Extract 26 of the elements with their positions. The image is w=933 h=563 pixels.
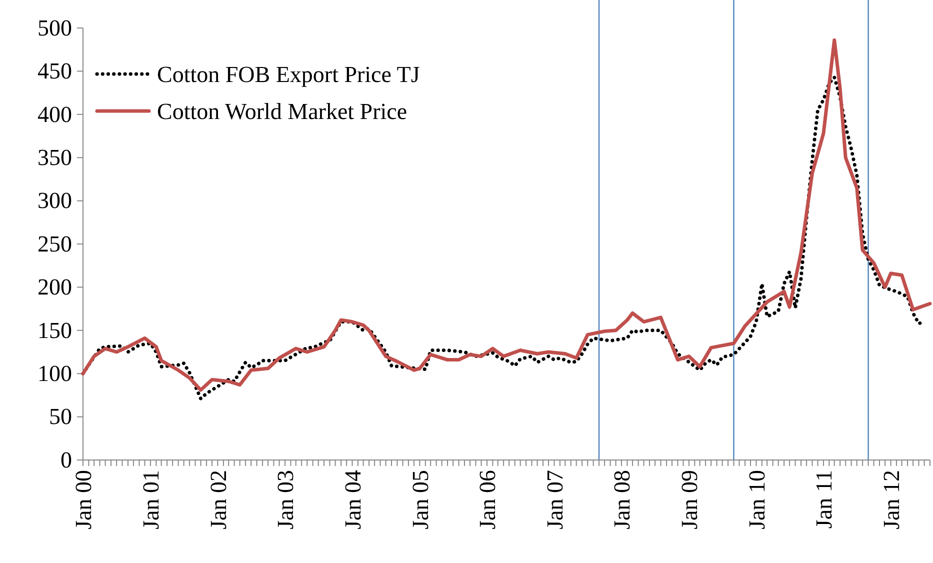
x-tick-label: Jan 05	[408, 470, 433, 530]
x-tick-label: Jan 03	[273, 470, 298, 530]
y-tick-label: 350	[38, 144, 72, 170]
y-tick-label: 300	[38, 188, 72, 214]
y-tick-label: 400	[38, 102, 72, 127]
x-tick-label: Jan 02	[206, 470, 231, 530]
y-tick-label: 500	[38, 15, 72, 40]
x-tick-label: Jan 08	[610, 470, 635, 530]
x-tick-label: Jan 10	[744, 470, 770, 530]
x-tick-label: Jan 11	[812, 470, 837, 529]
y-tick-label: 50	[49, 404, 72, 430]
x-tick-label: Jan 04	[340, 470, 366, 530]
y-tick-label: 450	[38, 58, 72, 84]
y-tick-label: 100	[38, 360, 72, 386]
x-tick-label: Jan 07	[542, 470, 568, 530]
x-tick-label: Jan 09	[677, 470, 702, 530]
x-tick-label: Jan 06	[475, 470, 500, 530]
legend-label: Cotton FOB Export Price TJ	[157, 62, 420, 88]
x-tick-label: Jan 12	[878, 470, 904, 530]
x-tick-label: Jan 01	[138, 470, 164, 530]
y-tick-label: 200	[38, 274, 72, 300]
x-tick-label: Jan 00	[71, 470, 96, 530]
y-tick-label: 150	[38, 318, 72, 343]
legend-label: Cotton World Market Price	[157, 99, 408, 124]
y-tick-label: 0	[60, 447, 72, 472]
y-tick-label: 250	[38, 231, 72, 256]
